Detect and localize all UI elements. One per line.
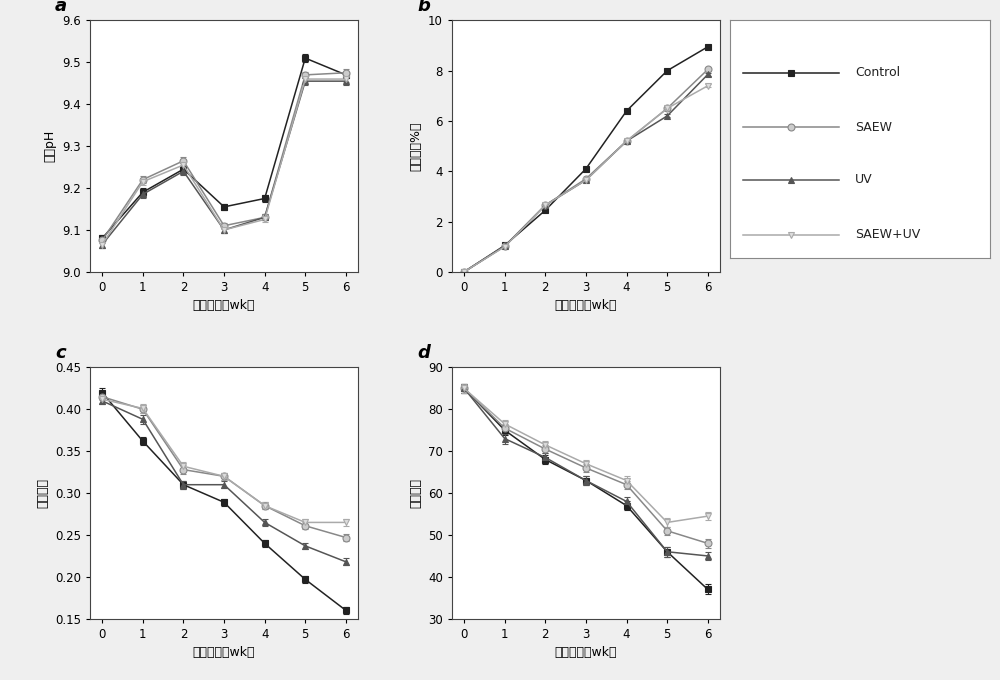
X-axis label: 贮藏时间（wk）: 贮藏时间（wk）: [193, 647, 255, 660]
Y-axis label: 蛋清pH: 蛋清pH: [44, 130, 57, 163]
X-axis label: 贮藏时间（wk）: 贮藏时间（wk）: [555, 299, 617, 312]
Text: c: c: [55, 344, 66, 362]
Text: d: d: [417, 344, 430, 362]
Y-axis label: 哈夫单位: 哈夫单位: [409, 478, 422, 508]
Text: SAEW+UV: SAEW+UV: [855, 228, 920, 241]
Y-axis label: 蛋黄指数: 蛋黄指数: [36, 478, 49, 508]
Y-axis label: 失重率（%）: 失重率（%）: [409, 121, 422, 171]
Text: SAEW: SAEW: [855, 121, 892, 134]
Text: a: a: [55, 0, 67, 16]
Text: Control: Control: [855, 66, 900, 80]
X-axis label: 贮藏时间（wk）: 贮藏时间（wk）: [193, 299, 255, 312]
X-axis label: 贮藏时间（wk）: 贮藏时间（wk）: [555, 647, 617, 660]
Text: UV: UV: [855, 173, 872, 186]
Text: b: b: [417, 0, 430, 16]
